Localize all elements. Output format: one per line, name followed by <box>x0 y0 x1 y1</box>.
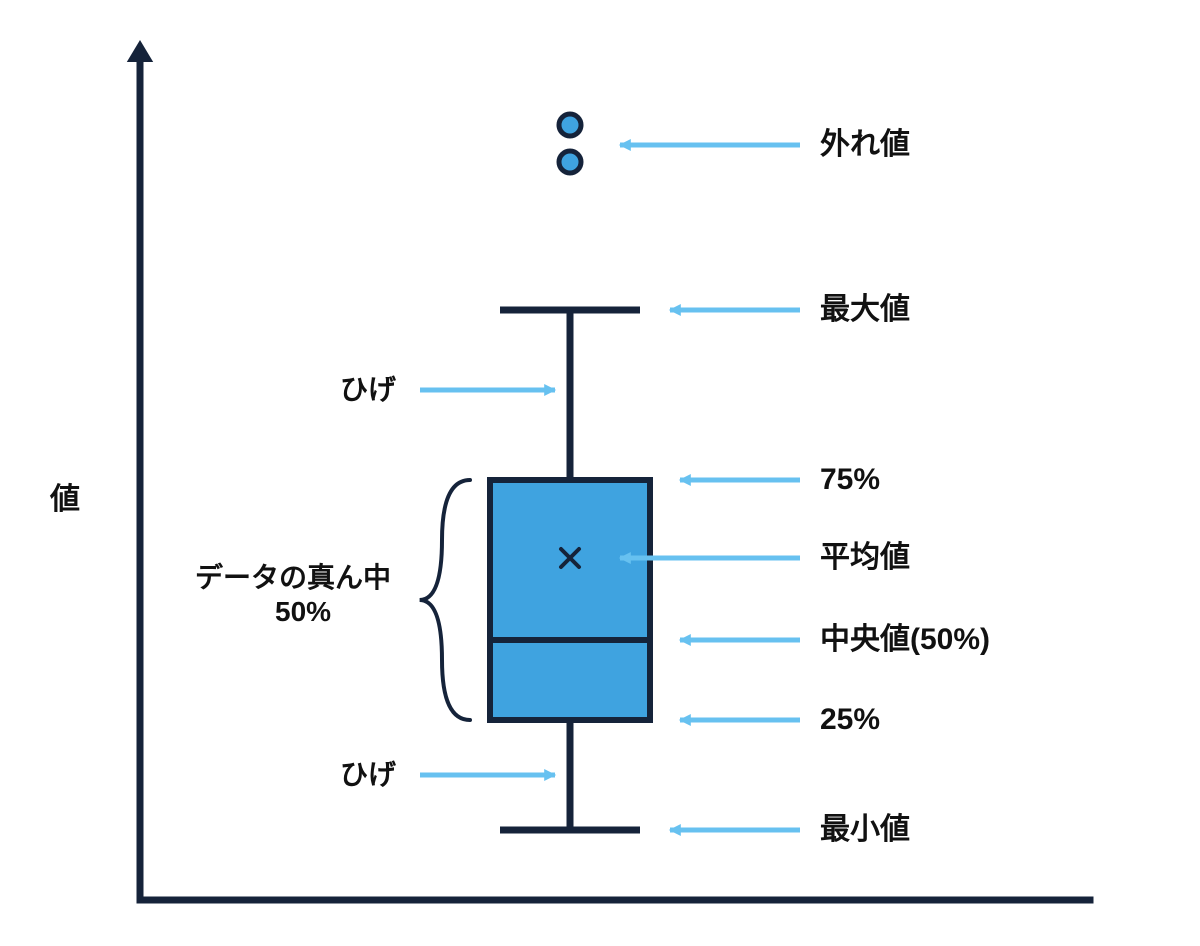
brace-icon <box>420 480 470 720</box>
label-q3: 75% <box>820 462 880 498</box>
label-center50-line1: データの真ん中 <box>195 561 391 595</box>
label-whisker-top: ひげ <box>340 373 396 407</box>
label-median: 中央値(50%) <box>820 622 990 658</box>
label-mean: 平均値 <box>820 540 910 576</box>
axis-label: 値 <box>50 482 80 518</box>
label-q1: 25% <box>820 702 880 738</box>
y-axis-arrowhead-icon <box>127 40 153 62</box>
label-outlier: 外れ値 <box>820 127 910 163</box>
diagram-svg <box>0 0 1200 946</box>
label-min: 最小値 <box>820 812 910 848</box>
outlier-point-0 <box>559 114 581 136</box>
boxplot-diagram: 値 外れ値 最大値 ひげ 75% 平均値 中央値(50%) 25% ひげ 最小値… <box>0 0 1200 946</box>
label-max: 最大値 <box>820 292 910 328</box>
label-whisker-bot: ひげ <box>340 758 396 792</box>
outlier-point-1 <box>559 151 581 173</box>
iqr-box <box>490 480 650 720</box>
label-center50-line2: 50% <box>275 595 331 629</box>
